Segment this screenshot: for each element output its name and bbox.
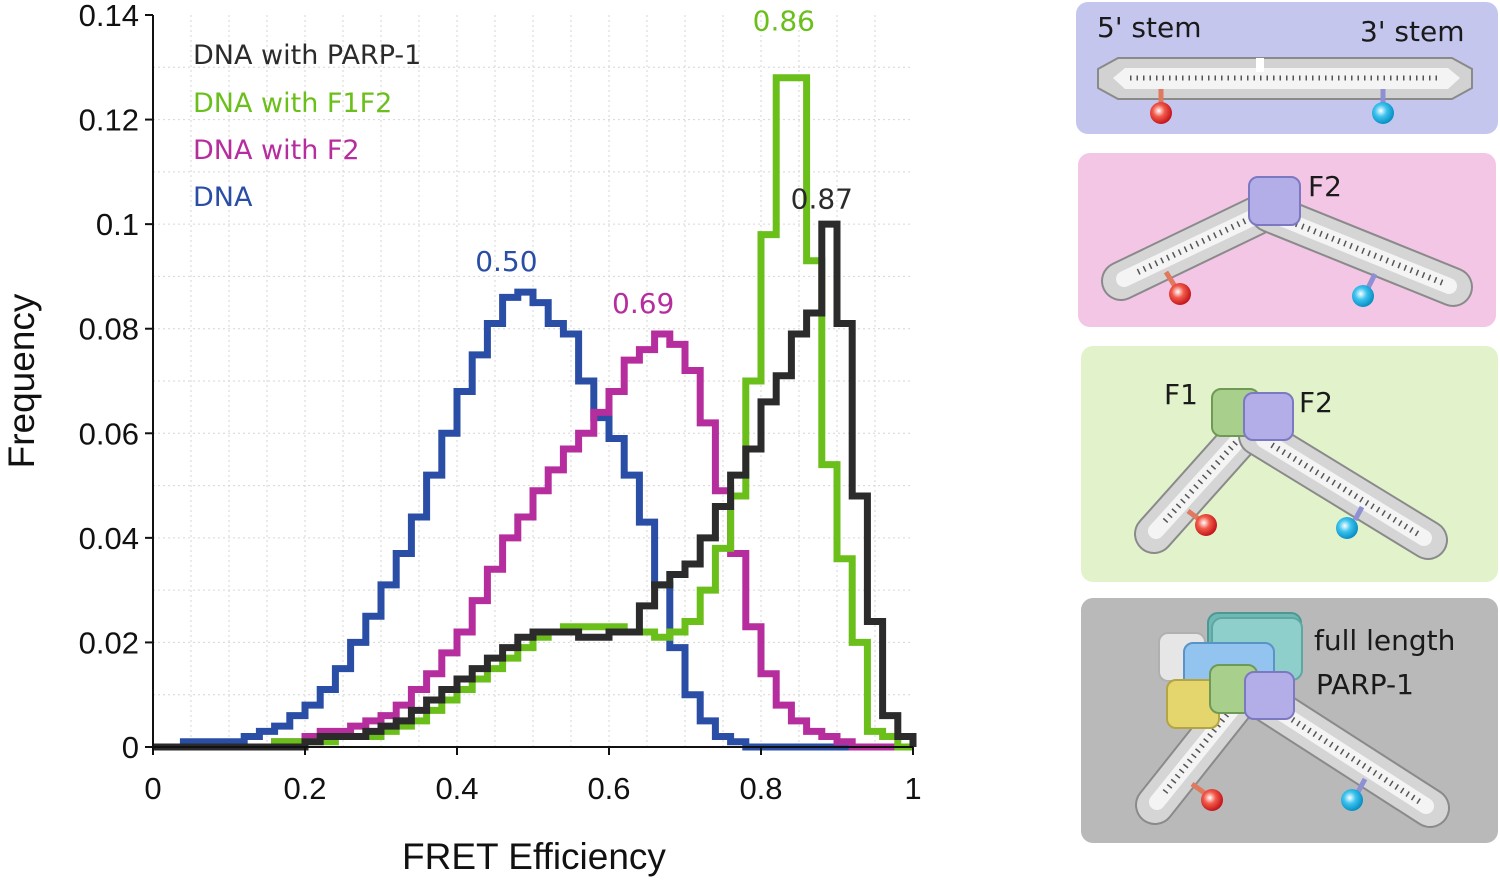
peak-label-dna: 0.50 — [475, 245, 537, 278]
data-series — [153, 74, 917, 751]
label-3-stem: 3' stem — [1360, 15, 1464, 48]
y-axis-title: Frequency — [1, 293, 42, 468]
label-f1: F1 — [1164, 378, 1198, 411]
series-line-dna-with-parp-1 — [153, 220, 917, 751]
y-tick-label: 0.1 — [96, 207, 139, 242]
x-axis-title: FRET Efficiency — [402, 836, 666, 877]
dna-left-inner — [1149, 695, 1245, 810]
dna-left-ticks — [1136, 218, 1247, 275]
dna-right-ticks — [1270, 442, 1420, 537]
legend-entry-f1f2: DNA with F1F2 — [193, 88, 392, 119]
acceptor-dye-icon — [1336, 517, 1358, 539]
f2-domain-icon — [1244, 671, 1295, 720]
x-tick-label: 1 — [904, 771, 921, 806]
panel-parp1: full length PARP-1 — [1081, 598, 1498, 843]
dna-right-ticks — [1282, 216, 1445, 286]
f2-domain-icon — [1248, 176, 1301, 226]
donor-linker — [1190, 781, 1208, 797]
peak-label-f1f2: 0.86 — [753, 5, 815, 38]
x-tick-label: 0 — [144, 771, 161, 806]
x-tick-label: 0.4 — [435, 771, 478, 806]
x-tick-label: 0.2 — [283, 771, 326, 806]
panel-dna: 5' stem 3' stem — [1076, 2, 1498, 134]
label-full-length: full length — [1314, 624, 1455, 657]
label-5-stem: 5' stem — [1097, 11, 1201, 44]
label-f2: F2 — [1308, 170, 1342, 203]
acceptor-linker — [1355, 777, 1368, 794]
legend-entry-f2: DNA with F2 — [193, 135, 360, 166]
dna-nick — [1256, 58, 1264, 72]
x-tick-label: 0.6 — [587, 771, 630, 806]
dna-left-inner — [1148, 427, 1251, 539]
donor-dye-icon — [1169, 283, 1191, 305]
panel-f1f2: F1 F2 — [1081, 346, 1498, 582]
legend: DNA with PARP-1 DNA with F1F2 DNA with F… — [193, 40, 421, 213]
y-tick-label: 0.06 — [79, 416, 139, 451]
donor-dye-icon — [1201, 789, 1223, 811]
dna-right-inner — [1256, 432, 1432, 546]
series-line-dna — [153, 288, 913, 751]
y-tick-label: 0.08 — [79, 312, 139, 347]
f2-domain-icon — [1243, 392, 1294, 441]
dna-right-ticks — [1274, 706, 1422, 805]
axes: 0 0.2 0.4 0.6 0.8 1 0 0.02 0.04 0.06 0.08 0.1 0.12 0.… — [79, 0, 922, 806]
y-tick-label: 0.02 — [79, 625, 139, 660]
peak-label-parp1: 0.87 — [791, 182, 853, 215]
y-tick-label: 0 — [122, 730, 139, 765]
x-tick-label: 0.8 — [739, 771, 782, 806]
y-tick-label: 0.12 — [79, 103, 139, 138]
peak-label-f2: 0.69 — [612, 287, 674, 320]
acceptor-linker — [1352, 505, 1365, 522]
legend-entry-parp1: DNA with PARP-1 — [193, 40, 421, 71]
panel-f2: F2 — [1078, 153, 1496, 327]
donor-dye-icon — [1195, 514, 1217, 536]
label-parp1: PARP-1 — [1316, 668, 1414, 701]
acceptor-dye-icon — [1341, 789, 1363, 811]
label-f2: F2 — [1299, 386, 1333, 419]
acceptor-linker — [1365, 272, 1378, 290]
acceptor-dye-icon — [1352, 285, 1374, 307]
donor-dye-icon — [1150, 102, 1172, 124]
series-line-dna-with-f2 — [153, 330, 913, 751]
peak-labels: 0.86 0.87 0.50 0.69 — [475, 5, 853, 320]
legend-entry-dna: DNA — [193, 182, 253, 213]
y-tick-label: 0.14 — [79, 0, 139, 33]
acceptor-dye-icon — [1372, 102, 1394, 124]
y-tick-label: 0.04 — [79, 521, 139, 556]
